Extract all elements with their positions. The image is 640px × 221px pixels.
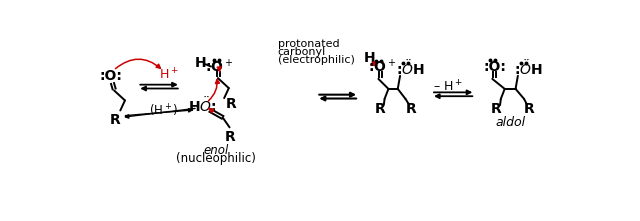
Text: :$\ddot{O}$H: :$\ddot{O}$H — [513, 59, 542, 78]
Text: (H$^+$): (H$^+$) — [149, 102, 179, 119]
Text: H$\ddot{O}$:: H$\ddot{O}$: — [188, 97, 217, 115]
Text: R: R — [406, 102, 416, 116]
Text: R: R — [226, 97, 237, 111]
Text: (nucleophilic): (nucleophilic) — [176, 152, 255, 165]
Text: R: R — [109, 113, 120, 127]
Text: H$^+$: H$^+$ — [159, 67, 179, 83]
Text: :$\ddot{O}$H: :$\ddot{O}$H — [396, 59, 424, 78]
Text: – H$^+$: – H$^+$ — [433, 79, 463, 94]
Text: :O$^+$: :O$^+$ — [205, 58, 234, 75]
Text: R: R — [491, 102, 502, 116]
Text: R: R — [225, 130, 236, 144]
Text: protonated: protonated — [278, 39, 339, 49]
Text: R: R — [524, 102, 534, 116]
Text: H: H — [364, 51, 375, 65]
Text: (electrophilic): (electrophilic) — [278, 55, 355, 65]
Text: :O:: :O: — [100, 69, 122, 83]
Text: R: R — [374, 102, 385, 116]
Text: :O$^+$: :O$^+$ — [368, 58, 396, 75]
Text: aldol: aldol — [495, 116, 525, 128]
Text: carbonyl: carbonyl — [278, 47, 326, 57]
Text: :O:: :O: — [484, 60, 507, 74]
Text: enol: enol — [203, 144, 228, 157]
Text: H: H — [195, 56, 206, 70]
